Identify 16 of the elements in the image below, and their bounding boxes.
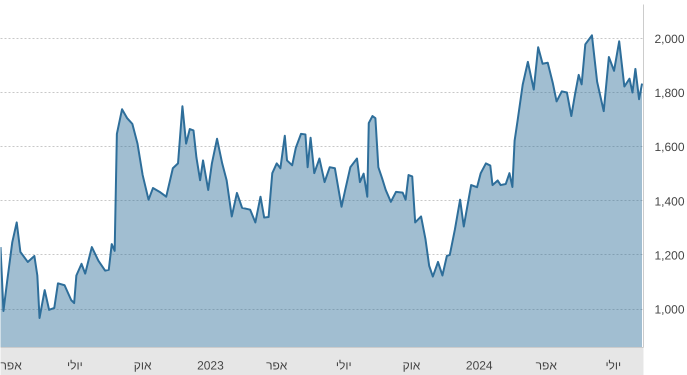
x-tick-label: 2023	[197, 358, 224, 372]
y-tick-label: 2,000	[654, 32, 685, 46]
x-tick-label: יולי	[336, 358, 352, 372]
x-tick-label: אוק	[134, 358, 152, 372]
x-tick-label: יולי	[605, 358, 622, 372]
y-tick-label: 1,400	[654, 194, 685, 208]
x-tick-label: אפר	[266, 358, 288, 372]
y-tick-label: 1,200	[654, 248, 685, 262]
x-tick-label: יולי	[67, 358, 83, 372]
y-tick-label: 1,800	[654, 86, 685, 100]
x-tick-label: אוק	[402, 358, 421, 372]
x-tick-label: 2024	[466, 358, 493, 372]
y-tick-label: 1,000	[654, 302, 685, 317]
x-tick-label: אפר	[0, 358, 22, 372]
x-tick-label: אפר	[536, 358, 558, 372]
y-tick-label: 1,600	[654, 140, 685, 154]
